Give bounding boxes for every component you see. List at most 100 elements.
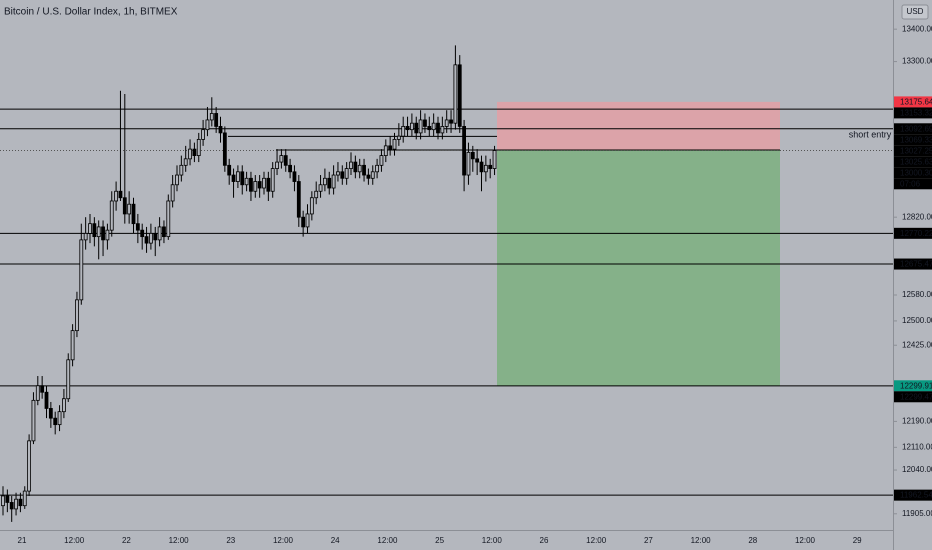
price-label: 12675.47 [900, 260, 932, 269]
candle-body [79, 239, 84, 301]
currency[interactable]: USD [907, 7, 924, 16]
candle-body [427, 126, 432, 131]
candle-body [192, 148, 197, 156]
candle-body [322, 177, 327, 186]
candle-body [183, 158, 188, 166]
price-label-box [894, 380, 932, 392]
candle-body [457, 64, 462, 127]
candle-body [292, 171, 297, 182]
candle-body [488, 164, 493, 169]
candle-body [249, 177, 253, 192]
stop-zone [497, 101, 780, 151]
y-tick-label: 12425.00 [902, 340, 932, 349]
candle-body [166, 200, 171, 238]
price-label-box [894, 258, 932, 270]
candle-body [196, 138, 201, 156]
candle-body [283, 155, 288, 166]
x-tick-label: 23 [226, 536, 235, 545]
candle-body [31, 399, 36, 442]
candle-body [414, 122, 419, 134]
candle-body [401, 126, 406, 137]
candle-body [14, 498, 18, 510]
candle-body [218, 126, 223, 134]
candle-body [48, 408, 53, 419]
candle-body [336, 171, 340, 176]
y-tick-label: 12580.00 [902, 290, 932, 299]
position-label: short entry [849, 129, 892, 139]
candle-body [109, 200, 114, 231]
candle-body [362, 164, 366, 176]
candle-body [162, 226, 166, 238]
candle-body [88, 223, 92, 234]
candle-body [201, 129, 206, 140]
candle-body [266, 177, 271, 192]
candle-body [96, 226, 101, 238]
candle-body [175, 174, 179, 186]
price-label-box [894, 391, 932, 403]
candle-body [444, 119, 449, 127]
x-tick-label: 12:00 [586, 536, 607, 545]
candle-body [27, 440, 32, 492]
candle-body [5, 495, 10, 503]
candle-body [9, 502, 14, 510]
x-tick-label: 12:00 [377, 536, 398, 545]
price-label: 13092.69 [900, 124, 932, 133]
candle-body [409, 122, 414, 131]
candle-body [270, 168, 275, 192]
y-tick-label: 12820.00 [902, 212, 932, 221]
price-label: 12299.47 [900, 392, 932, 401]
candle-body [275, 161, 279, 169]
target-zone [497, 150, 780, 386]
candle-body [148, 232, 153, 244]
price-label-box [894, 167, 932, 179]
candle-body [305, 213, 310, 228]
candle-body [349, 161, 353, 169]
candle-body [423, 119, 427, 127]
candle-body [170, 184, 175, 202]
candle-body [379, 155, 384, 166]
chart-title: Bitcoin / U.S. Dollar Index, 1h, BITMEX [4, 7, 178, 18]
candle-body [135, 223, 140, 231]
candle-body [296, 181, 301, 218]
candle-body [375, 164, 380, 173]
candle-body [479, 161, 484, 173]
price-label: 13025.63 [900, 157, 932, 166]
candle-body [114, 190, 118, 202]
candle-body [244, 177, 249, 186]
candle-body [388, 145, 393, 150]
candle-body [436, 122, 440, 134]
price-label: 11962.54 [900, 491, 932, 500]
candle-body [449, 119, 453, 124]
x-tick-label: 26 [540, 536, 549, 545]
x-tick-label: 12:00 [482, 536, 503, 545]
candle-body [70, 330, 75, 361]
candle-body [257, 181, 262, 189]
candle-body [475, 158, 480, 163]
candle-body [179, 164, 184, 176]
x-tick-label: 28 [748, 536, 757, 545]
candle-body [262, 177, 266, 189]
candle-body [57, 411, 62, 426]
candle-body [240, 171, 245, 186]
x-tick-label: 22 [122, 536, 131, 545]
price-axis: 13400.00 13300.00 12820.00 12580.00 12500.00… [893, 24, 932, 518]
candle-body [470, 151, 475, 160]
candle-body [153, 232, 158, 241]
candle-body [214, 113, 219, 127]
y-tick-label: 12190.00 [902, 417, 932, 426]
candle-body [22, 490, 27, 507]
x-tick-label: 24 [331, 536, 340, 545]
price-label-box [894, 134, 932, 146]
candle-body [370, 171, 375, 179]
x-tick-label: 25 [435, 536, 444, 545]
candle-body [288, 164, 293, 173]
candle-body [483, 164, 488, 173]
candle-body [392, 138, 397, 150]
candle-body [405, 126, 410, 131]
candle-body [327, 177, 332, 189]
currency-box[interactable] [901, 4, 929, 20]
price-label: 13027.25 [900, 146, 932, 155]
candle-body [205, 119, 210, 131]
